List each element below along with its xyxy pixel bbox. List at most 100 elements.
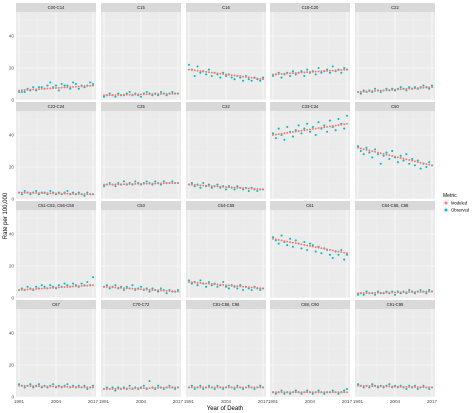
modeled-point xyxy=(171,290,174,293)
observed-point xyxy=(213,387,216,391)
observed-point xyxy=(314,250,317,253)
facet-panels: C00-C14 C15 C16 C18-C20 C22 C23-C24 C25 C32 C33-… xyxy=(16,3,435,398)
observed-point xyxy=(340,248,343,252)
observed-point xyxy=(239,76,242,79)
modeled-point xyxy=(74,85,77,88)
observed-point xyxy=(91,82,95,86)
observed-point xyxy=(114,389,117,392)
modeled-point xyxy=(207,71,210,74)
observed-point xyxy=(69,87,72,90)
modeled-point xyxy=(23,384,26,387)
modeled-point xyxy=(86,193,89,196)
observed-point xyxy=(259,79,262,82)
modeled-point xyxy=(242,386,245,389)
modeled-point xyxy=(303,129,306,132)
observed-point xyxy=(314,73,317,76)
modeled-point xyxy=(359,90,362,93)
observed-point xyxy=(199,186,202,189)
modeled-point xyxy=(145,288,148,291)
modeled-point xyxy=(326,248,329,251)
modeled-point xyxy=(216,72,219,75)
modeled-point xyxy=(402,385,405,388)
x-tick-label: 2004 xyxy=(51,399,62,404)
modeled-point xyxy=(385,89,388,92)
facet-strip-label: C51-C52, C56-C58 xyxy=(38,203,75,208)
modeled-point xyxy=(334,391,337,394)
modeled-point xyxy=(337,124,340,127)
observed-point xyxy=(187,279,191,282)
modeled-point xyxy=(391,385,394,388)
modeled-point xyxy=(174,386,177,389)
modeled-point xyxy=(362,384,365,387)
modeled-point xyxy=(382,152,385,155)
modeled-point xyxy=(26,191,29,194)
observed-point xyxy=(86,387,89,391)
modeled-point xyxy=(37,88,40,91)
modeled-point xyxy=(52,286,55,289)
modeled-point xyxy=(55,286,57,289)
modeled-point xyxy=(105,183,108,186)
modeled-point xyxy=(128,387,131,390)
observed-point xyxy=(29,193,32,196)
facet-strip xyxy=(355,300,435,309)
modeled-point xyxy=(289,391,292,394)
modeled-point xyxy=(396,156,399,159)
modeled-point xyxy=(357,384,359,387)
observed-point xyxy=(176,288,180,292)
modeled-point xyxy=(323,70,326,73)
modeled-point xyxy=(242,285,245,288)
modeled-point xyxy=(219,283,222,286)
modeled-point xyxy=(368,292,371,294)
modeled-point xyxy=(193,386,196,389)
modeled-point xyxy=(29,385,32,387)
facet-strip xyxy=(186,201,266,210)
modeled-point xyxy=(227,73,230,76)
facet-strip-label: C54-C55 xyxy=(218,203,235,208)
modeled-point xyxy=(35,192,38,194)
modeled-point xyxy=(365,292,368,294)
modeled-point xyxy=(272,134,274,136)
modeled-point xyxy=(294,391,297,394)
modeled-point xyxy=(320,126,323,129)
observed-point xyxy=(114,284,117,287)
observed-point xyxy=(261,76,265,79)
modeled-point xyxy=(376,291,379,294)
modeled-point xyxy=(122,287,125,290)
observed-point xyxy=(148,379,151,383)
modeled-point xyxy=(86,85,89,87)
x-tick-label: 1991 xyxy=(14,399,25,404)
modeled-point xyxy=(120,93,123,96)
facet-strip xyxy=(16,3,96,12)
modeled-point xyxy=(57,286,60,289)
observed-point xyxy=(311,392,314,395)
observed-point xyxy=(271,236,275,239)
modeled-point xyxy=(57,385,60,388)
observed-point xyxy=(428,288,431,292)
modeled-point xyxy=(328,125,331,128)
modeled-point xyxy=(359,292,362,295)
modeled-point xyxy=(259,386,262,389)
legend: Metric Modeled Observed xyxy=(443,193,470,213)
modeled-point xyxy=(320,247,323,250)
modeled-point xyxy=(213,386,216,389)
modeled-point xyxy=(428,86,431,89)
observed-point xyxy=(419,288,422,292)
modeled-point xyxy=(105,387,108,390)
modeled-point xyxy=(168,92,171,95)
modeled-point xyxy=(205,282,208,285)
observed-point xyxy=(408,86,411,89)
observed-point xyxy=(356,145,360,148)
observed-point xyxy=(199,384,202,387)
modeled-point xyxy=(272,391,274,394)
modeled-point xyxy=(128,287,131,290)
modeled-point xyxy=(428,386,431,389)
observed-point xyxy=(271,74,275,78)
modeled-point xyxy=(382,89,385,92)
modeled-point xyxy=(26,88,29,91)
facet-panel: C88, C90 xyxy=(270,300,350,398)
observed-point xyxy=(337,253,340,256)
observed-point xyxy=(105,284,108,287)
modeled-point xyxy=(46,385,49,388)
modeled-point xyxy=(134,93,137,96)
modeled-point xyxy=(108,94,111,97)
